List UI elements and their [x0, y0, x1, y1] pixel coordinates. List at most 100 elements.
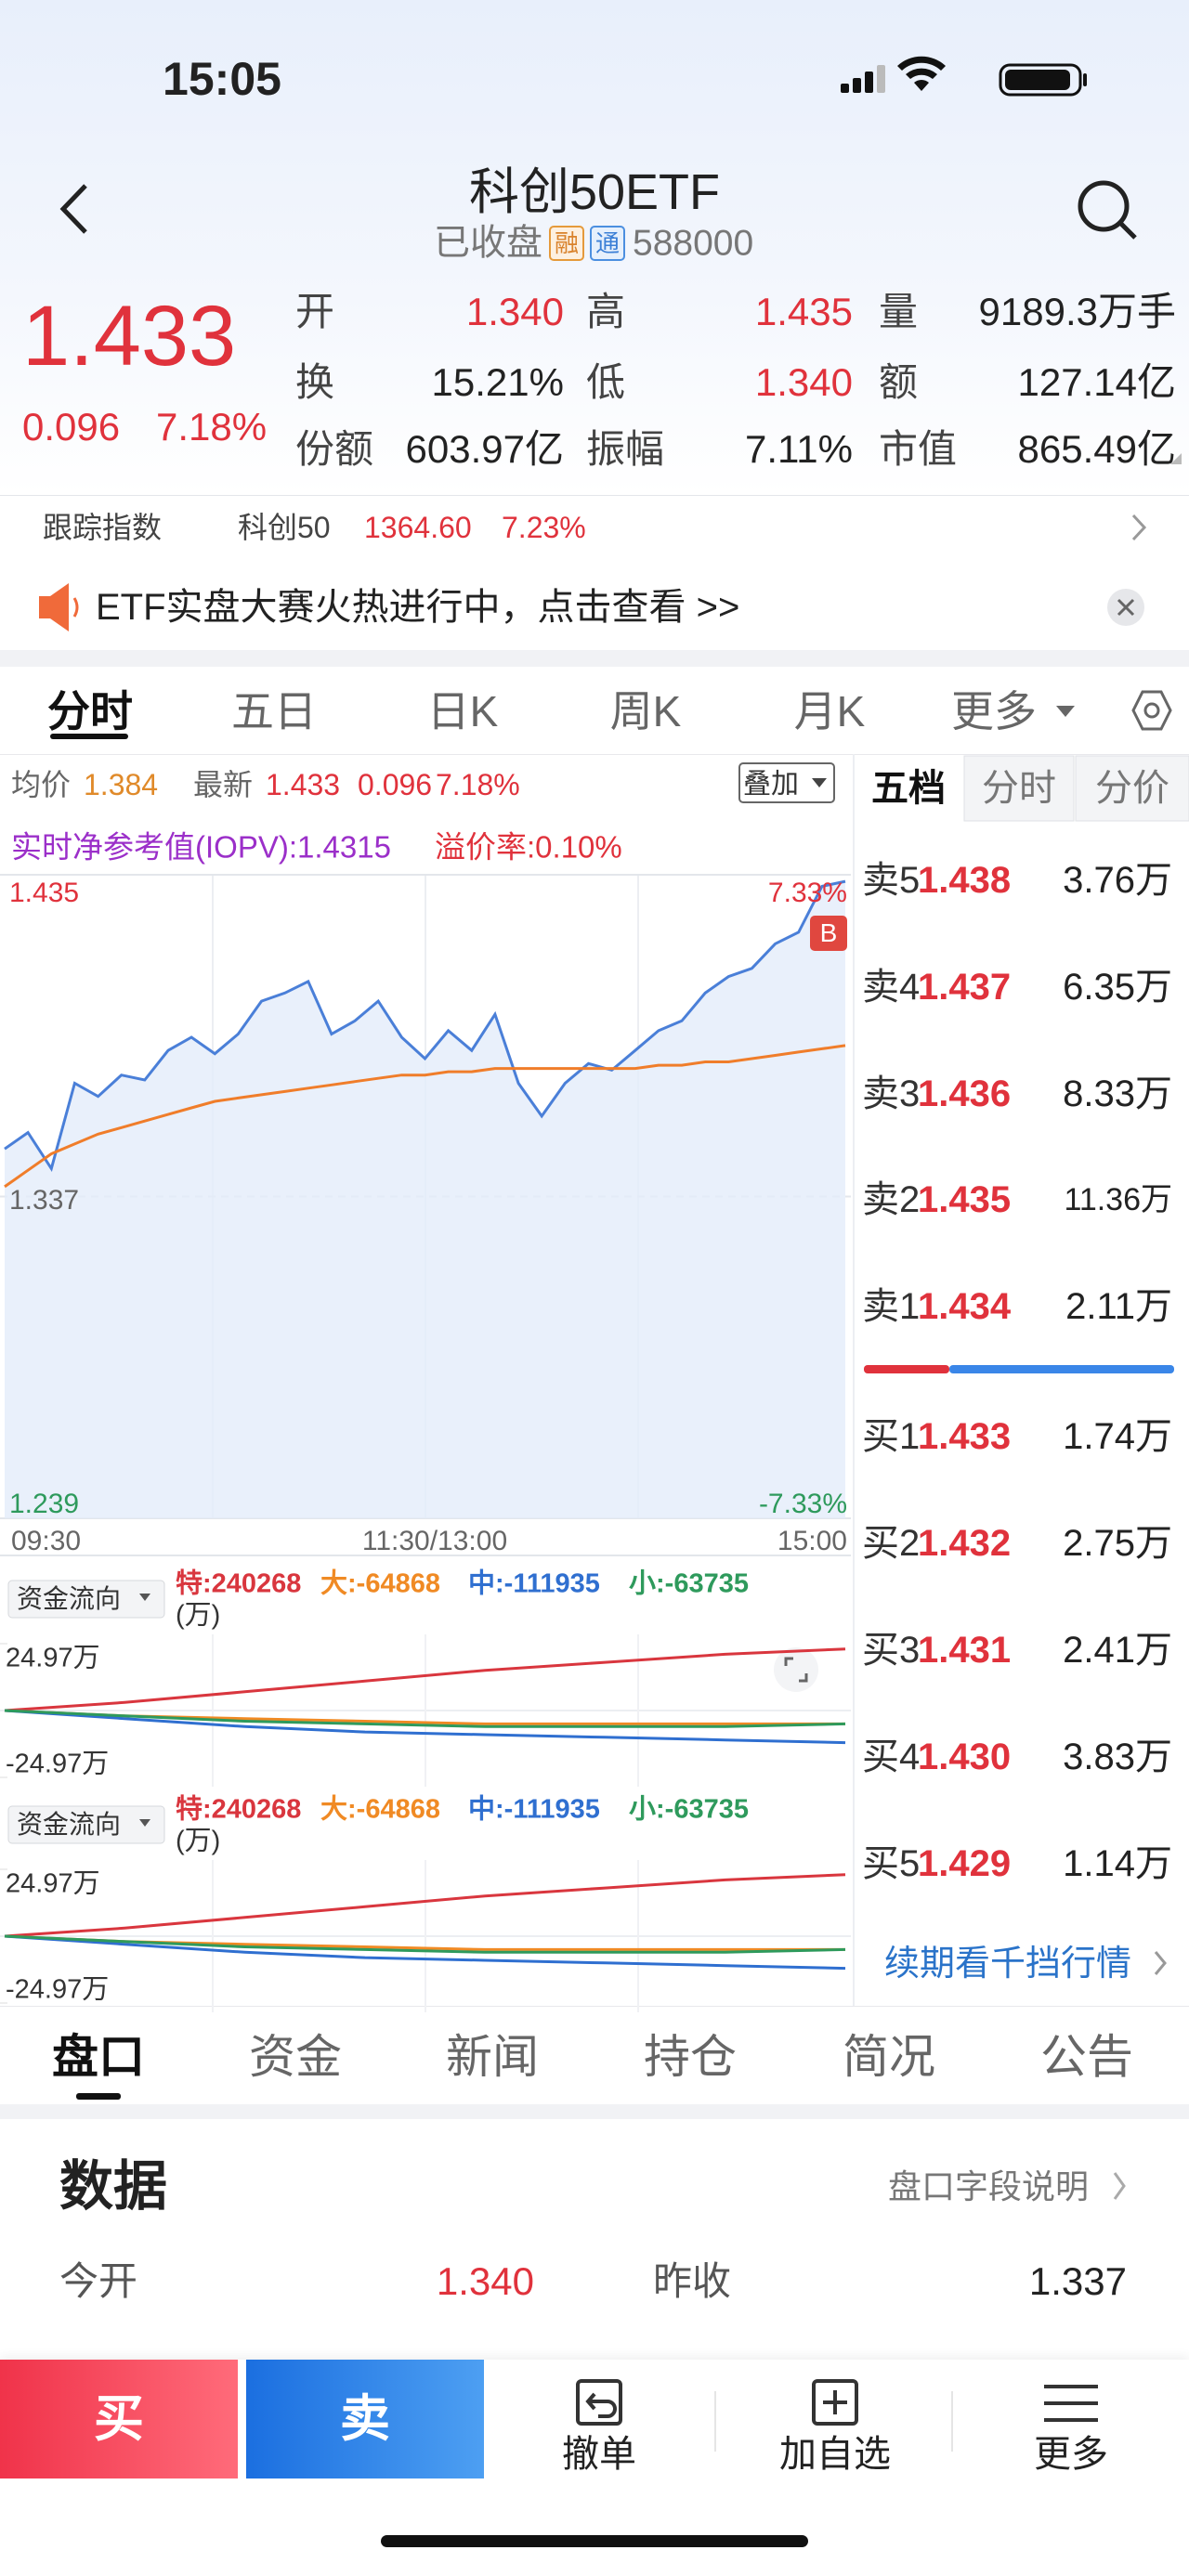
stat-label: 低 [586, 360, 626, 404]
stat-value: 7.11% [745, 427, 853, 471]
book-price: 1.432 [918, 1523, 1012, 1564]
book-label: 买3 [862, 1630, 921, 1671]
book-price: 1.431 [918, 1630, 1012, 1671]
avg-value: 1.384 [84, 768, 159, 801]
status-time: 15:05 [163, 53, 281, 105]
book-volume: 2.41万 [1063, 1630, 1172, 1671]
tracking-change: 7.23% [502, 511, 586, 544]
book-tab[interactable]: 分价 [1095, 768, 1169, 809]
badge-bg [590, 226, 625, 261]
detail-tab[interactable]: 持仓 [644, 2031, 737, 2083]
flow-legend: 中:-111935 [468, 1568, 600, 1599]
action-label[interactable]: 撤单 [562, 2434, 636, 2475]
tab-bg[interactable] [963, 755, 1075, 822]
settings-icon[interactable] [1131, 690, 1172, 731]
book-label: 卖3 [862, 1073, 921, 1114]
flow-menu[interactable]: 资金流向 [17, 1584, 122, 1613]
flow-line [4, 1709, 846, 1728]
detail-tab[interactable]: 新闻 [446, 2031, 539, 2083]
dropdown-caret [812, 778, 827, 787]
buy-label[interactable]: 买 [94, 2391, 144, 2447]
tab-bg[interactable] [1075, 755, 1189, 822]
book-volume: 1.14万 [1063, 1843, 1172, 1884]
menu-box [7, 1580, 165, 1619]
tracking-value: 1364.60 [364, 511, 472, 544]
detail-tab[interactable]: 资金 [249, 2031, 342, 2083]
chart-tab[interactable]: 月K [793, 687, 866, 735]
search-button[interactable] [1078, 180, 1137, 240]
chart-tab[interactable]: 日K [426, 687, 499, 735]
field-value: 1.337 [1028, 2259, 1127, 2303]
stat-value: 603.97亿 [405, 427, 564, 471]
chart-tab[interactable]: 分时 [47, 687, 133, 735]
action-label[interactable]: 更多 [1034, 2434, 1108, 2475]
flow-line [4, 1934, 846, 1971]
stat-label: 高 [586, 290, 626, 333]
flow-legend: 特:240268 [176, 1794, 302, 1825]
stat-value: 1.340 [465, 290, 564, 333]
tab-underline [76, 2093, 121, 2100]
book-more[interactable]: 续期看千挡行情 [884, 1945, 1132, 1984]
dropdown-caret[interactable] [1056, 706, 1075, 717]
price-change: 0.096 [22, 405, 121, 449]
chevron[interactable] [1113, 2172, 1126, 2200]
field-label: 今开 [59, 2259, 138, 2303]
field-label: 昨收 [653, 2259, 732, 2303]
security-code: 588000 [633, 223, 754, 264]
detail-tab[interactable]: 公告 [1040, 2031, 1133, 2083]
chart-tab[interactable]: 更多 [951, 687, 1037, 735]
action-label[interactable]: 加自选 [779, 2434, 891, 2475]
book-tab[interactable]: 五档 [871, 768, 946, 809]
book-label: 买1 [862, 1416, 921, 1457]
book-price: 1.430 [918, 1737, 1012, 1777]
undo-icon[interactable] [576, 2379, 622, 2426]
chart-tab[interactable]: 五日 [231, 687, 317, 735]
flow-legend: 小:-63735 [629, 1794, 749, 1825]
stat-label: 额 [879, 360, 919, 404]
banner-text[interactable]: ETF实盘大赛火热进行中，点击查看 >> [96, 587, 740, 628]
field-value: 1.340 [436, 2259, 534, 2303]
book-label: 买4 [862, 1737, 921, 1777]
detail-tab[interactable]: 简况 [843, 2031, 935, 2083]
overlay-label[interactable]: 叠加 [743, 769, 799, 800]
pct-tick-label: 7.33% [767, 878, 847, 908]
buy-button[interactable] [0, 2360, 238, 2478]
book-price: 1.433 [918, 1416, 1012, 1457]
home-indicator [381, 2535, 808, 2547]
chevron[interactable] [1154, 1951, 1167, 1975]
book-label: 买5 [862, 1843, 921, 1884]
close-button[interactable] [1107, 589, 1144, 626]
stat-value: 1.435 [754, 290, 853, 333]
flow-tick-label: -24.97万 [6, 1974, 110, 2005]
book-label: 卖2 [862, 1179, 921, 1220]
book-label: 买2 [862, 1523, 921, 1564]
y-tick-label: 1.435 [9, 878, 80, 908]
badge: 融 [554, 229, 580, 257]
y-tick-label: 1.239 [9, 1489, 80, 1519]
stat-value: 127.14亿 [1017, 360, 1176, 404]
sell-button[interactable] [246, 2360, 484, 2478]
back-button[interactable] [59, 184, 87, 234]
settings-icon [1143, 702, 1160, 719]
flow-menu[interactable]: 资金流向 [17, 1810, 122, 1839]
x-tick-label: 11:30/13:00 [361, 1526, 508, 1556]
detail-tab[interactable]: 盘口 [52, 2031, 145, 2083]
flow-line [4, 1647, 846, 1712]
more-icon[interactable] [1044, 2385, 1098, 2422]
last-value: 1.433 [266, 768, 341, 801]
expand-icon[interactable] [774, 1647, 818, 1692]
flow-legend: 大:-64868 [320, 1794, 440, 1825]
book-price: 1.438 [918, 860, 1012, 901]
help-link[interactable]: 盘口字段说明 [887, 2167, 1089, 2205]
sell-label[interactable]: 卖 [340, 2391, 390, 2447]
chart-tab[interactable]: 周K [609, 687, 682, 735]
stat-label: 量 [879, 290, 919, 333]
overlay-button[interactable] [738, 762, 835, 803]
book-tab[interactable]: 分时 [982, 768, 1056, 809]
chevron[interactable] [1131, 514, 1147, 541]
stat-value: 865.49亿 [1017, 427, 1176, 471]
add-icon[interactable] [812, 2379, 858, 2426]
x-tick-label: 15:00 [777, 1526, 847, 1556]
flow-legend: 中:-111935 [468, 1794, 600, 1825]
